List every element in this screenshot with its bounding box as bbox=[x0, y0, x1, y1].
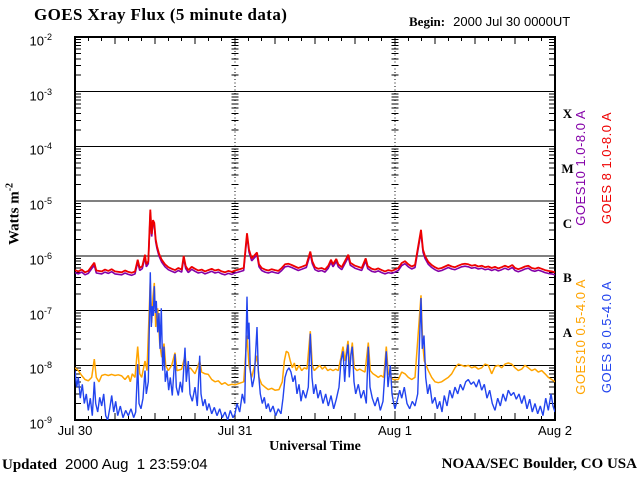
legend-goes10-short: GOES10 0.5-4.0 A bbox=[571, 257, 589, 417]
x-tick-label: Aug 1 bbox=[378, 423, 412, 438]
legend-goes10-long: GOES10 1.0-8.0 A bbox=[571, 100, 589, 236]
legend-goes8-long: GOES 8 1.0-8.0 A bbox=[597, 100, 615, 236]
updated-value: 2000 Aug 1 23:59:04 bbox=[65, 456, 208, 473]
y-tick-label: 10-6 bbox=[29, 250, 52, 268]
y-tick-label: 10-9 bbox=[29, 415, 52, 432]
y-tick-label: 10-3 bbox=[29, 86, 52, 104]
goes-8-0.5-4.0-a-trace bbox=[75, 272, 555, 420]
flare-class-x: X bbox=[562, 106, 573, 122]
y-tick-label: 10-2 bbox=[29, 32, 52, 49]
goes10-0.5-4.0-a-trace bbox=[75, 280, 555, 391]
plot-frame bbox=[74, 36, 556, 421]
y-tick-label: 10-7 bbox=[29, 305, 52, 322]
flare-class-m: M bbox=[561, 160, 574, 176]
y-axis-title: Watts m-2 bbox=[4, 182, 23, 246]
x-tick-label: Jul 31 bbox=[217, 423, 253, 438]
flare-class-b: B bbox=[563, 270, 572, 286]
legend-goes8-long-label: GOES 8 1.0-8.0 A bbox=[598, 111, 614, 225]
x-tick-label: Jul 30 bbox=[57, 423, 93, 438]
legend-goes10-short-label: GOES10 0.5-4.0 A bbox=[572, 279, 588, 395]
begin-time: Begin: 2000 Jul 30 0000UT bbox=[409, 14, 570, 30]
begin-value: 2000 Jul 30 0000UT bbox=[453, 14, 571, 29]
credit: NOAA/SEC Boulder, CO USA bbox=[441, 456, 637, 472]
begin-label: Begin: bbox=[409, 14, 446, 29]
y-tick-label: 10-8 bbox=[29, 360, 52, 377]
x-axis-title: Universal Time bbox=[269, 439, 361, 454]
flare-class-a: A bbox=[562, 324, 573, 340]
legend-goes8-short-label: GOES 8 0.5-4.0 A bbox=[598, 280, 614, 394]
updated-timestamp: Updated 2000 Aug 1 23:59:04 bbox=[2, 456, 208, 474]
chart-title: GOES Xray Flux (5 minute data) bbox=[34, 5, 288, 24]
legend-goes8-short: GOES 8 0.5-4.0 A bbox=[597, 257, 615, 417]
y-tick-label: 10-4 bbox=[29, 141, 52, 158]
updated-label: Updated bbox=[2, 457, 58, 473]
x-tick-label: Aug 2 bbox=[538, 423, 572, 438]
goes-8-1.0-8.0-a-trace bbox=[75, 209, 555, 274]
flare-class-c: C bbox=[562, 215, 573, 231]
legend-goes10-long-label: GOES10 1.0-8.0 A bbox=[572, 110, 588, 226]
y-tick-label: 10-5 bbox=[29, 196, 52, 213]
